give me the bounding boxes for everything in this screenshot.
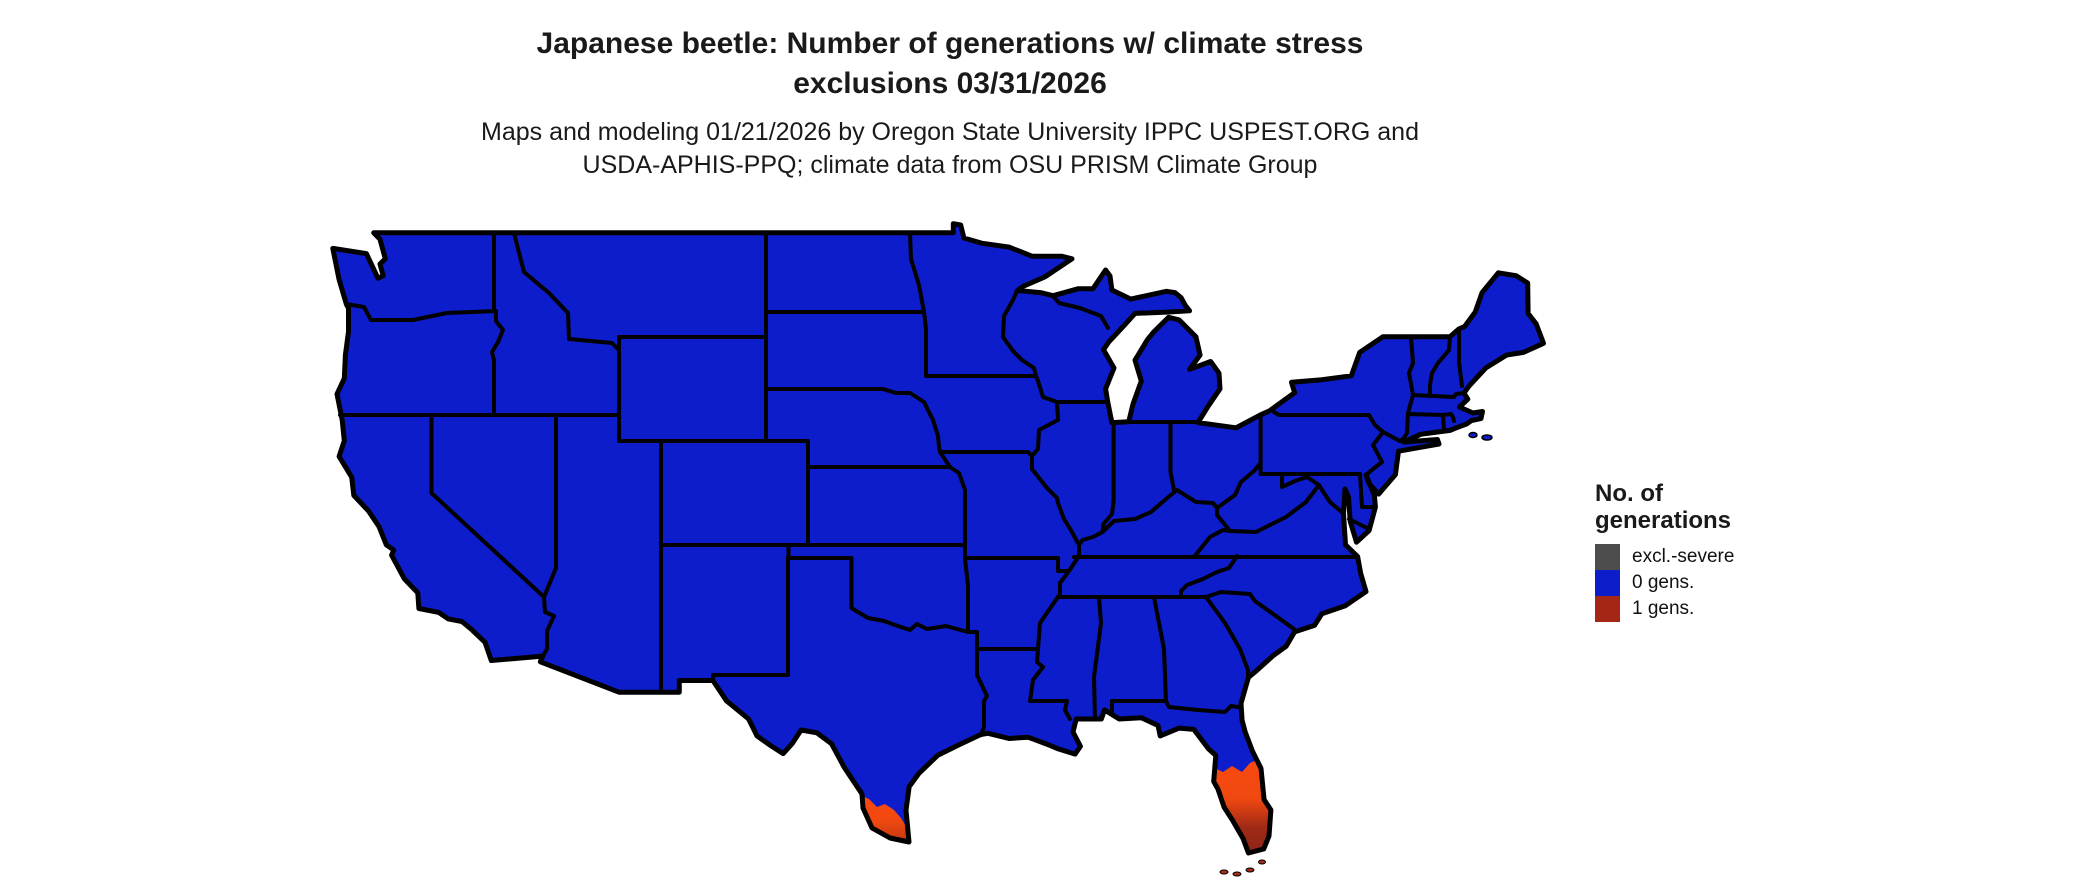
legend-label: 1 gens. [1632,598,1695,619]
us-map-container [316,212,1576,884]
legend-label: excl.-severe [1632,546,1735,567]
legend-swatch-excl-severe [1595,544,1620,570]
legend-label: 0 gens. [1632,572,1695,593]
florida-hotspot [1213,760,1271,853]
northeast-islands [1468,431,1493,441]
subtitle-line-2: USDA-APHIS-PPQ; climate data from OSU PR… [582,151,1318,179]
legend-item-0-gens: 0 gens. [1595,570,1734,596]
texas-hotspot [860,795,909,840]
florida-keys [1219,859,1266,877]
subtitle-line-1: Maps and modeling 01/21/2026 by Oregon S… [481,118,1419,146]
title-line-2: exclusions 03/31/2026 [793,67,1107,100]
map-legend: No. of generations excl.-severe 0 gens. … [1595,480,1734,622]
header: Japanese beetle: Number of generations w… [0,24,1900,182]
legend-title-line-1: No. of [1595,480,1663,507]
legend-swatch-0-gens [1595,570,1620,596]
page-subtitle: Maps and modeling 01/21/2026 by Oregon S… [0,116,1900,182]
legend-items: excl.-severe 0 gens. 1 gens. [1595,544,1734,622]
state-borders [338,231,1466,737]
legend-item-excl-severe: excl.-severe [1595,544,1734,570]
us-map [316,212,1576,877]
page-title: Japanese beetle: Number of generations w… [0,24,1900,104]
title-line-1: Japanese beetle: Number of generations w… [536,27,1364,60]
legend-title-line-2: generations [1595,507,1732,534]
legend-title: No. of generations [1595,480,1734,534]
legend-item-1-gens: 1 gens. [1595,596,1734,622]
legend-swatch-1-gens [1595,596,1620,622]
